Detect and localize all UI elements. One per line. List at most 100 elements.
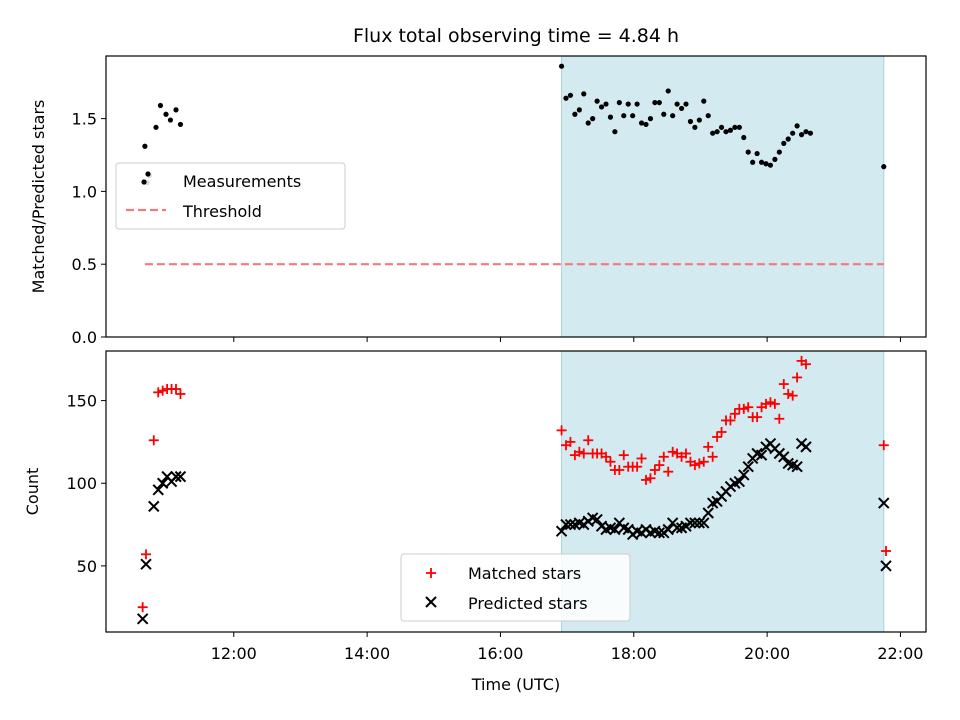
measurement-point	[794, 123, 800, 129]
measurement-point	[714, 129, 720, 135]
measurement-point	[612, 129, 618, 135]
bottom-legend: Matched stars Predicted stars	[400, 553, 631, 622]
predicted-stars-point	[136, 613, 149, 625]
measurement-point	[173, 107, 179, 113]
matched-stars-point	[725, 415, 736, 426]
bottom-plot-area	[136, 355, 892, 625]
matched-stars-point	[601, 451, 611, 462]
legend-box	[400, 553, 631, 622]
predicted-stars-point	[800, 441, 812, 453]
predicted-stars-point	[778, 451, 790, 463]
measurement-point	[581, 91, 587, 97]
measurement-point	[558, 63, 565, 69]
matched-stars-point	[578, 448, 589, 459]
measurement-point	[638, 120, 645, 126]
x-tick-label: 22:00	[877, 644, 923, 663]
measurement-point	[625, 101, 631, 107]
predicted-stars-point	[693, 517, 706, 529]
matched-stars-point	[761, 398, 771, 409]
y-tick-label: 100	[66, 474, 97, 493]
measurement-point	[767, 162, 774, 168]
measurement-point	[790, 130, 796, 136]
matched-stars-point	[654, 460, 665, 471]
predicted-stars-point	[170, 470, 182, 483]
measurement-point	[736, 124, 742, 130]
top-x-axis	[233, 337, 901, 342]
matched-stars-point	[765, 397, 776, 408]
predicted-stars-point	[755, 449, 768, 461]
matched-stars-point	[703, 441, 714, 452]
matched-stars-point	[658, 451, 669, 462]
matched-stars-point	[792, 372, 803, 383]
measurement-point	[803, 129, 809, 135]
measurement-point	[607, 114, 614, 120]
bottom-y-axis-label: Count	[23, 468, 42, 516]
predicted-stars-point	[156, 477, 169, 489]
matched-stars-point	[618, 450, 629, 461]
predicted-stars-point	[671, 522, 683, 534]
predicted-stars-point	[662, 523, 674, 536]
matched-stars-point	[778, 379, 789, 390]
measurement-point	[142, 143, 148, 149]
measurement-point	[758, 159, 765, 165]
measurement-point	[652, 99, 658, 106]
predicted-stars-point	[689, 517, 701, 529]
measurement-point	[167, 117, 174, 123]
y-tick-label: 0.5	[72, 255, 97, 274]
measurement-point	[572, 111, 578, 117]
matched-stars-point	[157, 385, 168, 396]
matched-stars-point	[729, 408, 740, 419]
measurement-point	[754, 150, 760, 157]
matched-stars-point	[681, 448, 691, 459]
measurement-point	[776, 149, 782, 155]
matched-stars-point	[141, 549, 151, 560]
top-y-axis: 0.0 0.5 1.0 1.5	[72, 110, 106, 347]
measurement-point	[598, 104, 605, 110]
measurement-point	[807, 130, 814, 136]
measurement-point	[772, 156, 778, 162]
legend-label-matched-stars: Matched stars	[468, 564, 581, 583]
predicted-stars-point	[878, 497, 890, 509]
measurement-point	[723, 129, 729, 135]
measurement-point	[157, 102, 164, 109]
matched-stars-point	[769, 398, 780, 409]
matched-stars-point	[645, 473, 656, 484]
measurement-point	[785, 136, 791, 142]
bottom-axes-frame	[105, 350, 927, 633]
y-tick-label: 0.0	[72, 328, 97, 347]
measurement-point	[710, 130, 716, 136]
measurement-point	[647, 116, 654, 122]
legend-box	[115, 162, 346, 230]
matched-stars-point	[752, 412, 763, 423]
measurement-point	[727, 127, 734, 133]
top-panel: 0.0 0.5 1.0 1.5 Matched/Predicted stars Mea…	[29, 55, 927, 347]
measurement-point	[687, 118, 694, 125]
chart-title: Flux total observing time = 4.84 h	[353, 25, 679, 47]
matched-stars-point	[153, 387, 164, 398]
legend-measurements-marker	[141, 179, 147, 185]
measurement-point	[881, 164, 887, 170]
matched-stars-point	[881, 546, 891, 557]
measurement-point	[594, 98, 600, 104]
predicted-stars-point	[152, 484, 164, 496]
predicted-stars-point	[653, 527, 666, 539]
predicted-stars-point	[560, 518, 572, 531]
measurement-point	[665, 88, 671, 94]
predicted-stars-point	[564, 518, 577, 531]
legend-label-threshold: Threshold	[182, 202, 262, 221]
measurement-point	[674, 101, 680, 107]
predicted-stars-point	[698, 517, 710, 529]
measurement-point	[678, 105, 685, 112]
matched-stars-point	[787, 390, 798, 401]
top-axes-frame	[105, 55, 927, 338]
predicted-stars-point	[684, 517, 697, 529]
matched-stars-point	[614, 465, 625, 476]
matched-stars-point	[698, 456, 709, 467]
x-tick-label: 18:00	[611, 644, 657, 663]
measurement-point	[683, 101, 689, 107]
measurement-point	[763, 161, 769, 167]
matched-stars-point	[783, 388, 794, 399]
predicted-stars-point	[609, 523, 621, 536]
measurement-point	[643, 121, 649, 128]
predicted-stars-point	[555, 525, 568, 537]
